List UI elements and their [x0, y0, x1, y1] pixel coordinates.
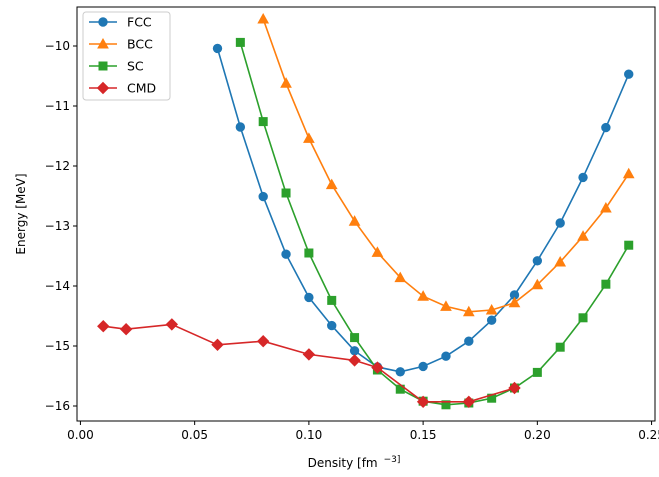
data-point-sc: [441, 400, 451, 410]
data-point-cmd: [119, 322, 133, 336]
legend-marker-fcc: [98, 17, 108, 27]
data-point-fcc: [281, 249, 291, 259]
legend-label-fcc: FCC: [127, 15, 152, 30]
data-point-bcc: [371, 246, 384, 257]
series-line-cmd: [103, 323, 515, 403]
data-point-cmd: [211, 338, 224, 352]
data-point-cmd: [302, 348, 316, 361]
data-point-fcc: [486, 315, 497, 325]
data-point-bcc: [531, 278, 544, 290]
data-point-bcc: [417, 290, 429, 301]
data-point-fcc: [555, 218, 565, 228]
series-sc: [235, 37, 634, 410]
data-point-fcc: [464, 336, 474, 346]
legend-label-bcc: BCC: [127, 37, 153, 52]
data-point-fcc: [235, 122, 246, 132]
data-point-bcc: [577, 230, 589, 241]
y-tick-label: −10: [45, 39, 70, 53]
data-point-bcc: [303, 132, 315, 143]
series-line-fcc: [216, 48, 630, 373]
legend-marker-sc: [98, 61, 108, 71]
y-tick-label: −12: [45, 159, 70, 173]
data-point-bcc: [440, 300, 452, 311]
x-tick-label: 0.25: [638, 428, 659, 442]
legend-marker-bcc: [97, 37, 109, 49]
series-fcc: [212, 43, 634, 377]
data-point-fcc: [212, 43, 223, 54]
series-line-sc: [239, 42, 630, 406]
data-point-cmd: [508, 381, 521, 395]
data-point-sc: [281, 188, 291, 198]
data-point-bcc: [325, 178, 338, 190]
plot-frame: [76, 6, 656, 422]
y-tick-label: −14: [45, 279, 70, 293]
data-point-fcc: [395, 367, 405, 377]
data-point-bcc: [257, 12, 270, 24]
y-tick-label: −16: [45, 399, 70, 413]
x-tick-label: 0.00: [67, 428, 94, 442]
data-point-sc: [350, 333, 360, 343]
data-point-sc: [555, 342, 565, 352]
data-point-bcc: [462, 305, 475, 317]
data-point-fcc: [258, 191, 268, 202]
x-axis-label: Density [fm −3]: [308, 455, 401, 470]
data-point-bcc: [508, 296, 521, 308]
data-point-fcc: [349, 346, 360, 356]
x-tick-label: 0.20: [524, 428, 551, 442]
data-point-sc: [327, 295, 337, 305]
data-point-bcc: [485, 303, 498, 315]
series-bcc: [257, 12, 635, 317]
data-point-sc: [578, 313, 588, 323]
data-point-fcc: [418, 361, 428, 372]
data-point-sc: [624, 240, 634, 250]
data-point-bcc: [280, 77, 292, 88]
series-line-bcc: [262, 18, 630, 313]
legend-item-fcc: FCC: [89, 15, 152, 30]
legend: FCC BCC SC CMD: [82, 11, 171, 101]
data-point-cmd: [165, 318, 179, 331]
y-axis: −16 −15 −14 −13 −12 −11 −10: [45, 39, 77, 413]
x-tick-label: 0.05: [181, 428, 208, 442]
data-point-bcc: [622, 167, 635, 179]
series-cmd: [97, 318, 521, 409]
data-point-fcc: [304, 292, 314, 303]
legend-item-bcc: BCC: [89, 37, 153, 52]
data-point-sc: [258, 117, 268, 127]
legend-label-cmd: CMD: [127, 81, 156, 96]
data-point-sc: [304, 248, 314, 258]
y-axis-label: Energy [MeV]: [14, 173, 28, 254]
legend-item-sc: SC: [89, 59, 144, 74]
data-point-sc: [532, 367, 542, 377]
legend-box: [82, 11, 171, 101]
data-point-cmd: [348, 354, 361, 367]
x-tick-label: 0.10: [296, 428, 323, 442]
data-point-sc: [235, 37, 245, 47]
legend-marker-cmd: [96, 81, 110, 95]
data-point-fcc: [601, 122, 611, 133]
data-point-cmd: [416, 395, 430, 409]
series-layer: [97, 12, 635, 410]
data-point-fcc: [578, 172, 588, 183]
legend-label-sc: SC: [127, 59, 144, 74]
y-tick-label: −15: [45, 339, 70, 353]
x-tick-label: 0.15: [410, 428, 437, 442]
y-tick-label: −11: [45, 99, 70, 113]
data-point-sc: [601, 279, 611, 289]
data-point-fcc: [441, 351, 451, 361]
data-point-cmd: [256, 334, 270, 348]
data-point-fcc: [532, 256, 543, 266]
data-point-fcc: [327, 320, 337, 331]
data-point-bcc: [394, 271, 407, 283]
data-point-bcc: [600, 201, 612, 213]
data-point-bcc: [348, 215, 361, 226]
legend-item-cmd: CMD: [89, 81, 156, 96]
data-point-cmd: [97, 319, 110, 333]
data-point-cmd: [371, 361, 384, 374]
data-point-fcc: [624, 69, 634, 79]
data-point-bcc: [554, 255, 567, 267]
x-axis: 0.00 0.05 0.10 0.15 0.20 0.25: [67, 421, 659, 442]
y-tick-label: −13: [45, 219, 70, 233]
data-point-cmd: [462, 395, 476, 409]
